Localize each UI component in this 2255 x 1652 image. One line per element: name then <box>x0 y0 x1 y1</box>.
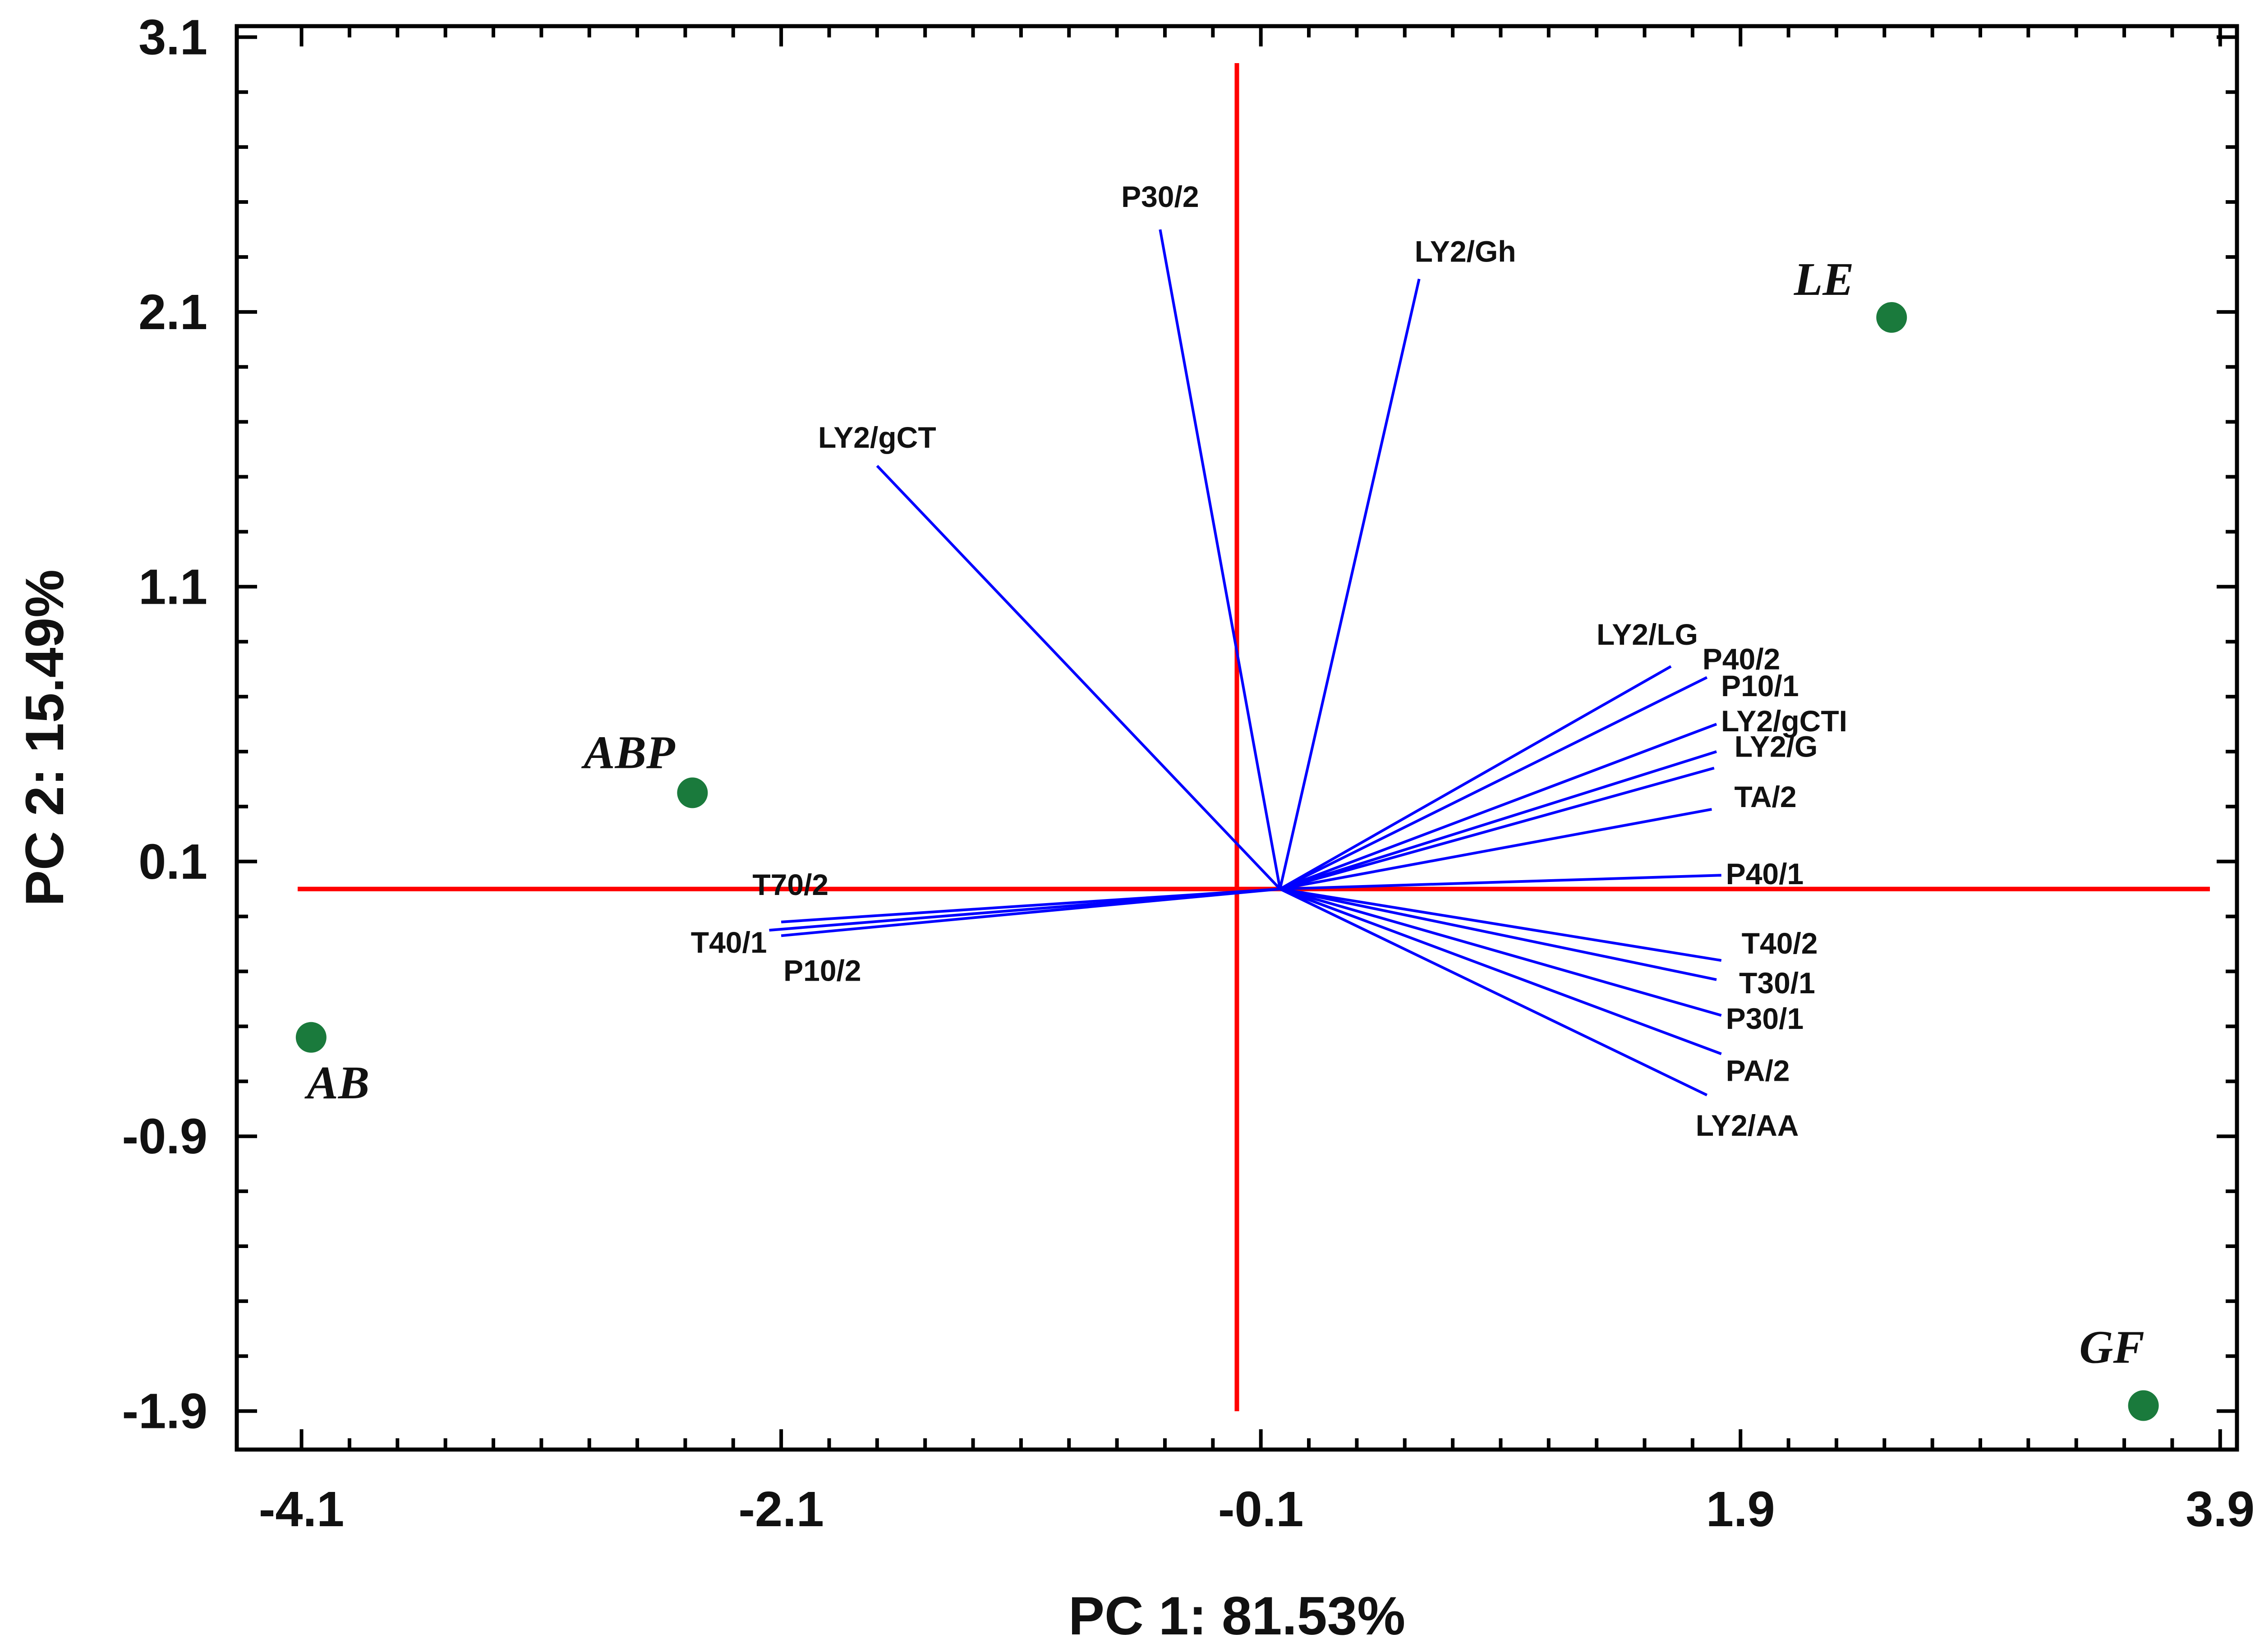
loading-vector <box>1279 888 1708 1097</box>
loading-vector <box>1279 750 1717 890</box>
x-tick-label: 1.9 <box>1706 1482 1775 1537</box>
y-tick-label: 3.1 <box>138 9 207 65</box>
loading-label: P10/2 <box>783 954 861 987</box>
score-point <box>677 777 708 808</box>
y-axis-title: PC 2: 15.49% <box>14 569 75 906</box>
loading-label: TA/2 <box>1734 780 1796 813</box>
loading-vector <box>1279 676 1708 890</box>
loading-label: LY2/gCT <box>818 421 936 454</box>
loading-vector <box>876 465 1281 890</box>
loading-label: T70/2 <box>752 868 828 901</box>
loading-label: LY2/gCTI <box>1721 704 1847 738</box>
loading-label: PA/2 <box>1726 1054 1790 1087</box>
loading-label: T40/1 <box>691 926 767 959</box>
score-point <box>1876 302 1907 333</box>
score-label: GF <box>2079 1321 2144 1373</box>
loading-vector <box>1279 766 1715 890</box>
loading-label: P30/1 <box>1726 1002 1804 1035</box>
y-tick-label: 0.1 <box>138 834 207 890</box>
score-label: AB <box>304 1057 369 1109</box>
score-label: LE <box>1794 253 1854 305</box>
loading-label: T30/1 <box>1739 966 1815 1000</box>
loading-label: P10/1 <box>1721 669 1799 702</box>
score-label: ABP <box>581 726 676 778</box>
loading-vector <box>1279 887 1717 981</box>
loading-label: LY2/Gh <box>1415 235 1516 268</box>
loading-vectors: P30/2 LY2/Gh LY2/gCT LY2/LGP40/2P10/1LY2/gC… <box>691 180 1847 1142</box>
x-tick-label: -2.1 <box>738 1482 824 1537</box>
score-point <box>2128 1390 2159 1421</box>
axis-ticks: -4.1 -2.1 -0.1 1.9 3.9 3.1 2.1 1.1 0.1 -0.9 -1.9 <box>122 9 2255 1537</box>
loading-vector <box>1279 279 1421 890</box>
loading-vector <box>1280 874 1721 890</box>
loading-label: LY2/G <box>1735 730 1818 763</box>
y-tick-label: 1.1 <box>138 559 207 615</box>
x-tick-label: -0.1 <box>1218 1482 1304 1537</box>
y-tick-label: 2.1 <box>138 285 207 340</box>
loading-vector <box>781 887 1280 937</box>
loading-label: P40/2 <box>1703 642 1780 675</box>
y-tick-label: -0.9 <box>122 1109 207 1164</box>
x-axis-title: PC 1: 81.53% <box>1068 1586 1405 1646</box>
loading-label: P30/2 <box>1121 180 1199 213</box>
plot-frame <box>235 24 2239 1452</box>
loading-vector <box>1279 887 1722 1055</box>
loading-label: P40/1 <box>1726 857 1804 890</box>
x-tick-label: -4.1 <box>259 1482 345 1537</box>
loading-label: LY2/AA <box>1696 1109 1799 1142</box>
x-tick-label: 3.9 <box>2186 1482 2255 1537</box>
loading-vector <box>1279 808 1712 890</box>
score-point <box>295 1022 327 1053</box>
loading-vector <box>1279 723 1717 890</box>
loading-label: T40/2 <box>1742 927 1818 960</box>
y-tick-label: -1.9 <box>122 1384 207 1439</box>
loading-label: LY2/LG <box>1597 618 1698 651</box>
loading-vector <box>1279 887 1722 1017</box>
loading-vector <box>1279 887 1722 962</box>
score-points: LE ABP AB GF <box>295 253 2159 1421</box>
loading-vector <box>1279 665 1672 890</box>
reference-lines <box>298 63 2210 1411</box>
loading-vector <box>1159 229 1282 890</box>
